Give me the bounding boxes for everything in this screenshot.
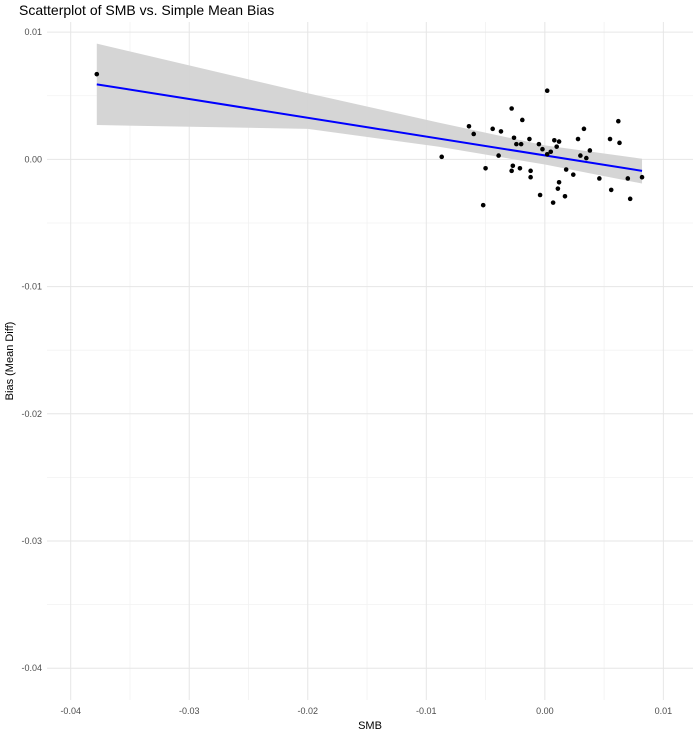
data-point [509,106,514,111]
data-point [528,168,533,174]
x-tick-label: -0.03 [179,706,200,716]
data-point [498,129,504,134]
y-tick-label: 0.00 [24,154,42,164]
data-point [517,165,523,171]
data-point [544,151,550,157]
data-point [616,118,621,124]
data-point [578,153,583,158]
y-tick-label: -0.04 [21,663,42,673]
data-point [556,179,562,185]
data-point [483,165,488,171]
data-point [562,193,568,199]
data-point [597,176,602,181]
data-point [514,141,519,147]
confidence-band [96,43,643,184]
data-point [511,135,517,141]
data-point [94,71,100,77]
grid-minor [47,22,693,700]
data-point [540,146,545,152]
x-tick-labels: -0.04 -0.03 -0.02 -0.01 0.00 0.01 [60,706,672,716]
x-tick-label: -0.01 [416,706,437,716]
data-point [584,155,589,161]
data-point [608,187,614,193]
data-point [548,149,554,155]
data-point [466,124,472,129]
data-point [556,139,562,144]
confidence-band-layer [96,43,643,184]
chart-title: Scatterplot of SMB vs. Simple Mean Bias [19,2,275,18]
data-point [509,168,514,174]
data-point [550,200,556,205]
y-tick-label: -0.03 [21,536,42,546]
x-tick-label: -0.02 [298,706,319,716]
data-point [496,153,501,158]
y-tick-label: -0.01 [21,282,42,292]
regression-line [96,83,643,172]
y-tick-labels: 0.01 0.00 -0.01 -0.02 -0.03 -0.04 [21,27,42,673]
data-point [528,174,533,180]
y-tick-label: -0.02 [21,409,42,419]
data-point [563,167,569,172]
data-point [555,186,561,191]
x-tick-label: 0.01 [655,706,673,716]
points-layer [94,71,645,208]
data-point [575,136,581,142]
data-point [537,192,543,198]
grid-major [47,22,693,700]
data-point [536,141,542,147]
data-point [480,202,486,208]
x-axis-title: SMB [358,720,382,732]
data-point [607,136,613,142]
y-axis-title: Bias (Mean Diff) [4,322,16,401]
data-point [518,141,524,147]
data-point [471,131,477,137]
data-point [520,117,525,123]
data-point [552,138,557,143]
data-point [570,172,576,177]
data-point [617,140,622,146]
x-tick-label: 0.00 [536,706,554,716]
data-point [639,174,645,180]
x-tick-label: -0.04 [60,706,81,716]
data-point [627,196,633,202]
data-point [510,163,516,169]
fit-line-layer [96,83,643,172]
data-point [581,126,587,132]
data-point [544,88,550,93]
data-point [439,154,445,160]
data-point [527,136,532,142]
data-point [625,176,631,181]
data-point [490,126,495,132]
data-point [554,144,559,149]
y-tick-label: 0.01 [24,27,42,37]
data-point [587,148,593,153]
